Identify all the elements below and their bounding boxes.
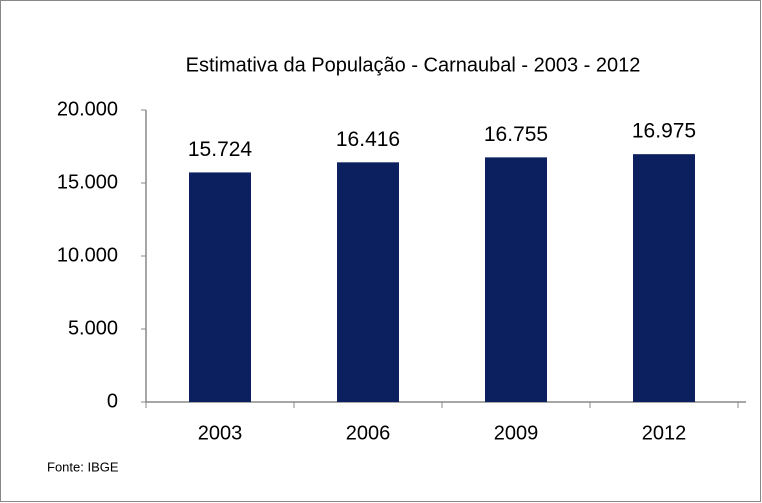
y-tick-label: 15.000 xyxy=(57,171,118,193)
y-tick-label: 5.000 xyxy=(68,317,118,339)
x-tick-label: 2009 xyxy=(494,422,539,444)
data-label: 16.975 xyxy=(632,120,696,143)
y-tick-label: 20.000 xyxy=(57,98,118,120)
data-label: 16.755 xyxy=(484,123,548,146)
y-tick-label: 10.000 xyxy=(57,244,118,266)
x-tick-label: 2006 xyxy=(346,422,391,444)
chart-title: Estimativa da População - Carnaubal - 20… xyxy=(186,54,641,76)
bar xyxy=(189,172,251,402)
x-tick-label: 2003 xyxy=(198,422,243,444)
data-label: 15.724 xyxy=(188,138,253,161)
data-label: 16.416 xyxy=(336,128,400,151)
bar xyxy=(337,162,399,402)
source-note: Fonte: IBGE xyxy=(47,459,119,474)
x-tick-label: 2012 xyxy=(642,422,687,444)
bar xyxy=(633,154,695,402)
y-tick-label: 0 xyxy=(107,390,118,412)
bar xyxy=(485,157,547,402)
